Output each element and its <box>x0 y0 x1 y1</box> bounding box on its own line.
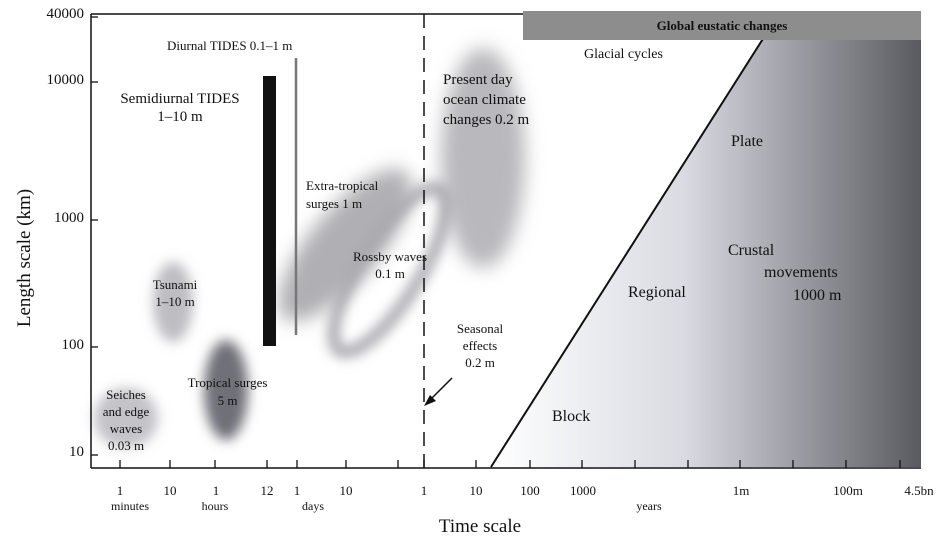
crustal-boundary-line <box>490 11 781 468</box>
rossby-label-line1: Rossby waves <box>352 249 428 264</box>
y-tick-label: 100 <box>61 337 85 353</box>
block-label: Block <box>552 408 591 425</box>
x-tick-label: 1000 <box>570 483 596 498</box>
diurnal-tides-label: Diurnal TIDES 0.1–1 m <box>167 38 293 53</box>
x-tick-label: 4.5bn <box>904 483 934 498</box>
y-axis-title: Length scale (km) <box>14 188 35 328</box>
x-tick-label: 1m <box>732 483 750 498</box>
x-tick-label: 100m <box>833 483 863 498</box>
x-tick-label: 10 <box>469 483 483 498</box>
tropical-surges-label-line1: Tropical surges <box>187 375 268 390</box>
seiches-label-line1: Seiches <box>106 387 146 402</box>
crustal-label-line2: movements <box>764 264 838 281</box>
tsunami-blob <box>153 262 193 342</box>
crustal-region <box>491 12 921 467</box>
x-unit-label: minutes <box>111 499 149 513</box>
tropical-surges-label-line2: 5 m <box>217 393 238 408</box>
y-tick-marks <box>91 16 98 456</box>
x-tick-label: 1 <box>420 483 428 498</box>
x-tick-label: 10 <box>163 483 177 498</box>
crustal-label-line3: 1000 m <box>793 287 842 304</box>
glacial-cycles-label: Glacial cycles <box>584 47 663 62</box>
semidiurnal-label-line1: Semidiurnal TIDES <box>120 91 240 107</box>
x-unit-label: hours <box>201 499 229 513</box>
x-unit-label: years <box>636 499 662 513</box>
y-tick-label: 10000 <box>46 72 85 88</box>
extra-tropical-label-line2: surges 1 m <box>306 196 363 211</box>
rossby-ring <box>327 181 453 359</box>
seasonal-arrowhead <box>424 395 436 406</box>
tropical-surges-blob <box>204 340 248 440</box>
present-day-label-line2: ocean climate <box>443 92 526 108</box>
crustal-label-line1: Crustal <box>728 242 775 259</box>
extra-tropical-blob <box>278 168 412 322</box>
regional-label: Regional <box>628 284 686 301</box>
semidiurnal-label-line2: 1–10 m <box>157 109 203 125</box>
seasonal-label-line1: Seasonal <box>456 321 504 336</box>
y-tick-label: 40000 <box>46 6 85 22</box>
x-axis-title: Time scale <box>438 516 522 537</box>
seiches-label-line2: and edge <box>102 404 150 419</box>
global-eustatic-label: Global eustatic changes <box>656 18 788 33</box>
y-tick-label: 1000 <box>54 210 84 226</box>
x-tick-label: 1 <box>116 483 124 498</box>
seiches-blob <box>94 388 158 448</box>
x-tick-label: 12 <box>260 483 274 498</box>
seiches-label-line3: waves <box>109 421 143 436</box>
semidiurnal-tides-bar <box>263 76 276 346</box>
tsunami-label-line2: 1–10 m <box>155 294 195 309</box>
seasonal-label-line3: 0.2 m <box>465 355 495 370</box>
seasonal-label-line2: effects <box>462 338 498 353</box>
global-eustatic-banner: Global eustatic changes <box>523 11 921 40</box>
present-day-blob <box>441 48 525 268</box>
extra-tropical-label-line1: Extra-tropical <box>306 178 379 193</box>
y-tick-label: 10 <box>69 444 84 460</box>
x-tick-label: 1 <box>293 483 301 498</box>
x-tick-label: 10 <box>339 483 353 498</box>
seiches-label-line4: 0.03 m <box>107 438 145 453</box>
x-tick-label: 1 <box>212 483 220 498</box>
tsunami-label-line1: Tsunami <box>152 277 198 292</box>
rossby-label-line2: 0.1 m <box>375 266 405 281</box>
present-day-label-line3: changes 0.2 m <box>443 112 530 128</box>
present-day-label-line1: Present day <box>443 72 513 88</box>
x-tick-label: 100 <box>520 483 540 498</box>
plate-label: Plate <box>731 133 763 150</box>
x-unit-label: days <box>302 499 324 513</box>
x-tick-marks <box>119 460 901 468</box>
